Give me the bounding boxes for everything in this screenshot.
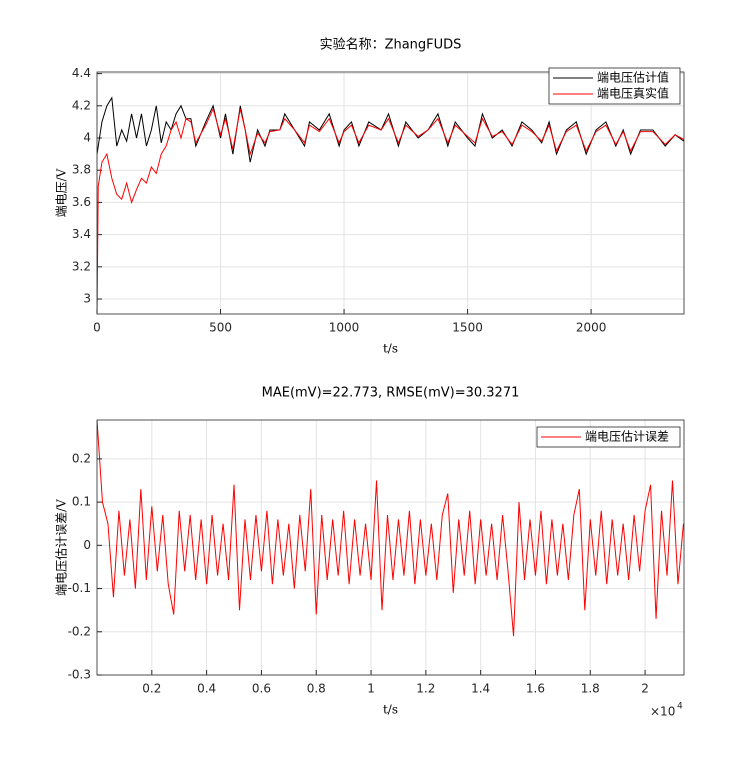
x-tick-label: 1000 (329, 321, 360, 335)
chart-title: MAE(mV)=22.773, RMSE(mV)=30.3271 (262, 386, 520, 401)
y-tick-label: 0.1 (72, 495, 91, 509)
legend-label: 端电压真实值 (597, 86, 669, 101)
legend-box (548, 67, 681, 105)
y-axis-label: 端电压估计误差/V (55, 499, 69, 596)
y-tick-label: -0.2 (68, 624, 91, 638)
y-tick-label: 3.8 (72, 163, 91, 177)
y-tick-label: 3 (83, 292, 91, 306)
chart-title: 实验名称：ZhangFUDS (320, 37, 462, 53)
x-tick-label: 0.2 (142, 682, 161, 696)
legend-box (536, 426, 681, 448)
x-tick-label: 2 (641, 682, 649, 696)
y-tick-label: 0.2 (72, 451, 91, 465)
y-tick-label: -0.1 (68, 581, 91, 595)
x-multiplier-exponent: 4 (677, 702, 683, 712)
y-tick-label: 3.6 (72, 195, 91, 209)
x-tick-label: 1.2 (416, 682, 435, 696)
x-tick-label: 2000 (576, 321, 607, 335)
series-line (97, 420, 684, 637)
x-tick-label: 0.4 (197, 682, 216, 696)
legend-label: 端电压估计值 (597, 70, 669, 85)
y-tick-label: 3.4 (72, 227, 91, 241)
x-multiplier: ×10 (650, 705, 675, 719)
series-line (97, 96, 684, 163)
y-tick-label: 4 (83, 131, 91, 145)
x-tick-label: 1500 (452, 321, 483, 335)
series-line (97, 107, 684, 314)
x-tick-label: 0.6 (252, 682, 271, 696)
x-tick-label: 0 (93, 321, 101, 335)
x-tick-label: 0.8 (307, 682, 326, 696)
y-tick-label: 0 (83, 538, 91, 552)
x-axis-label: t/s (383, 703, 398, 717)
x-tick-label: 1.4 (471, 682, 490, 696)
y-tick-label: 4.4 (72, 66, 91, 80)
x-tick-label: 1.6 (526, 682, 545, 696)
y-tick-label: -0.3 (68, 668, 91, 682)
x-tick-label: 1.8 (581, 682, 600, 696)
legend-label: 端电压估计误差 (585, 430, 669, 444)
x-axis-label: t/s (383, 342, 398, 356)
axes-box (96, 419, 685, 676)
y-axis-label: 端电压/V (55, 168, 69, 217)
y-tick-label: 3.2 (72, 259, 91, 273)
x-tick-label: 500 (209, 321, 232, 335)
axes-box (96, 71, 685, 315)
y-tick-label: 4.2 (72, 98, 91, 112)
plot-area (97, 72, 684, 314)
x-tick-label: 1 (367, 682, 375, 696)
